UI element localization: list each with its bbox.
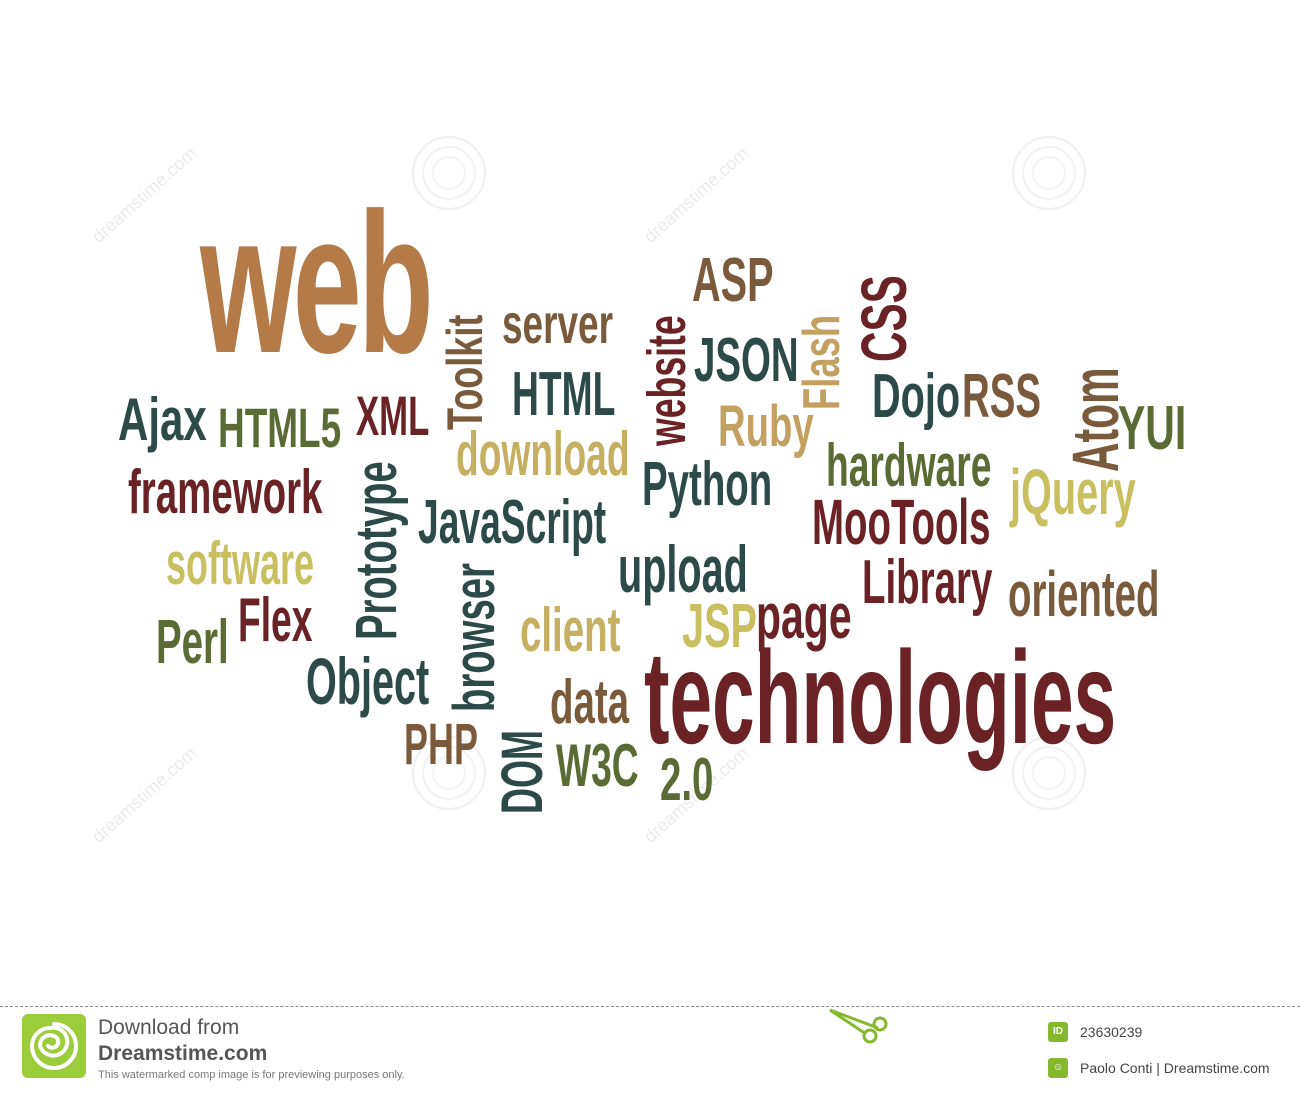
dreamstime-logo-icon xyxy=(22,1014,86,1078)
word-w3c: W3C xyxy=(556,732,639,799)
word-object: Object xyxy=(306,644,430,718)
word-jquery: jQuery xyxy=(1010,456,1136,528)
word-2-0: 2.0 xyxy=(660,746,714,813)
site-name: Dreamstime.com xyxy=(98,1042,268,1065)
word-ruby: Ruby xyxy=(718,394,814,459)
word-download: download xyxy=(456,420,630,489)
author-credit: Paolo Conti | Dreamstime.com xyxy=(1080,1060,1270,1076)
author-icon: ☺ xyxy=(1048,1058,1068,1078)
scissors-icon xyxy=(826,1004,890,1049)
word-oriented: oriented xyxy=(1008,558,1160,630)
word-jsp: JSP xyxy=(682,592,758,661)
word-xml: XML xyxy=(356,384,430,447)
download-from-label: Download from xyxy=(98,1016,240,1039)
word-technologies: technologies xyxy=(644,624,1117,771)
watermark-swirl-icon xyxy=(412,136,486,210)
word-php: PHP xyxy=(404,712,478,777)
word-ajax: Ajax xyxy=(118,386,207,453)
word-website: website xyxy=(637,315,697,446)
word-html: HTML xyxy=(512,360,616,429)
word-hardware: hardware xyxy=(826,432,992,499)
watermark-text: dreamstime.com xyxy=(88,142,201,247)
word-mootools: MooTools xyxy=(812,486,991,558)
word-software: software xyxy=(166,530,315,597)
word-framework: framework xyxy=(128,458,323,527)
word-rss: RSS xyxy=(962,362,1042,431)
word-python: Python xyxy=(642,450,773,519)
word-web: web xyxy=(200,172,434,395)
cut-line-divider xyxy=(0,1006,1300,1007)
word-page: page xyxy=(756,580,852,652)
word-library: Library xyxy=(862,548,993,617)
watermark-swirl-icon xyxy=(412,736,486,810)
word-css: CSS xyxy=(848,275,920,362)
word-dojo: Dojo xyxy=(872,362,961,431)
word-dom: DOM xyxy=(490,730,555,814)
preview-note: This watermarked comp image is for previ… xyxy=(98,1069,405,1081)
id-icon: ID xyxy=(1048,1022,1068,1042)
word-data: data xyxy=(550,668,630,737)
word-javascript: JavaScript xyxy=(418,488,607,557)
word-perl: Perl xyxy=(156,608,229,677)
image-id: 23630239 xyxy=(1080,1024,1143,1040)
watermark-swirl-icon xyxy=(1012,736,1086,810)
watermark-swirl-icon xyxy=(1012,136,1086,210)
word-upload: upload xyxy=(618,532,748,606)
watermark-text: dreamstime.com xyxy=(640,142,753,247)
word-yui: YUI xyxy=(1118,394,1187,463)
watermark-text: dreamstime.com xyxy=(88,742,201,847)
word-toolkit: Toolkit xyxy=(437,314,493,430)
word-prototype: Prototype xyxy=(344,461,409,640)
word-asp: ASP xyxy=(692,246,774,315)
word-client: client xyxy=(520,596,621,665)
word-flex: Flex xyxy=(238,586,313,655)
word-cloud: dreamstime.com dreamstime.com dreamstime… xyxy=(88,136,1187,847)
word-browser: browser xyxy=(442,563,507,712)
word-json: JSON xyxy=(694,326,799,395)
watermark-footer: Download from Dreamstime.com This waterm… xyxy=(0,1000,1300,1095)
word-html5: HTML5 xyxy=(218,396,342,459)
word-server: server xyxy=(502,292,613,355)
